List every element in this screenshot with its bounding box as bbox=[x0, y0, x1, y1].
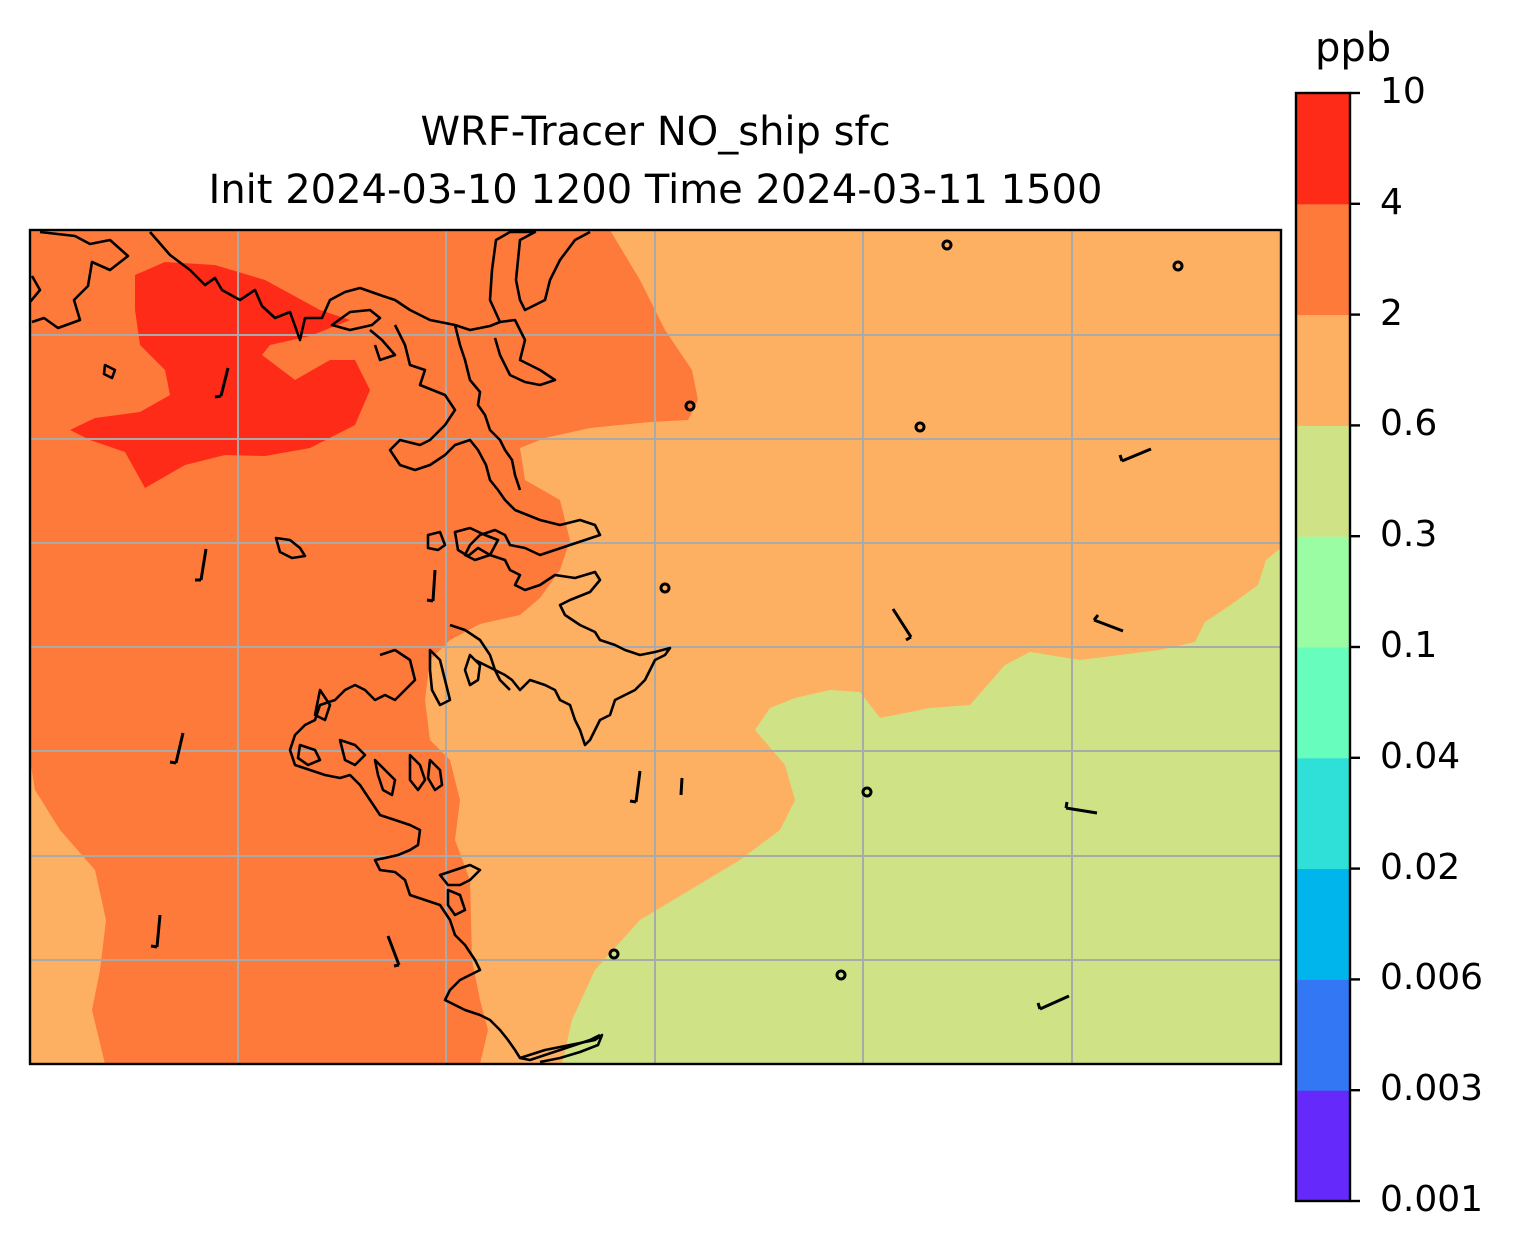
colorbar-segment bbox=[1296, 536, 1350, 648]
colorbar-tick-label: 0.006 bbox=[1380, 957, 1484, 999]
colorbar-segment bbox=[1296, 1090, 1350, 1202]
barb bbox=[426, 569, 437, 603]
barb bbox=[891, 608, 913, 642]
calm-circle bbox=[835, 969, 847, 981]
calm-circle bbox=[941, 239, 953, 251]
barb bbox=[1118, 447, 1152, 463]
colorbar-tick-label: 0.003 bbox=[1380, 1068, 1484, 1110]
barb bbox=[386, 935, 401, 968]
wind-barbs bbox=[150, 239, 1184, 1011]
barb bbox=[150, 914, 162, 949]
colorbar-tick-label: 0.04 bbox=[1380, 735, 1461, 777]
colorbar-segment bbox=[1296, 425, 1350, 537]
gridlines bbox=[30, 230, 1281, 1064]
colorbar-segment bbox=[1296, 647, 1350, 759]
colorbar-tick-label: 0.3 bbox=[1380, 514, 1438, 556]
coastline bbox=[30, 230, 672, 1064]
calm-circle bbox=[861, 786, 873, 798]
colorbar-tick-label: 4 bbox=[1380, 181, 1403, 223]
barb bbox=[195, 548, 208, 582]
contour-4-10 bbox=[70, 262, 370, 488]
colorbar-segment bbox=[1296, 868, 1350, 980]
calm-circle bbox=[914, 421, 926, 433]
barb bbox=[1036, 994, 1070, 1011]
colorbar-segment bbox=[1296, 979, 1350, 1091]
barb bbox=[1064, 801, 1098, 815]
colorbar-unit-label: ppb bbox=[1315, 25, 1392, 71]
barb bbox=[679, 777, 684, 796]
colorbar bbox=[1294, 91, 1360, 1203]
calm-circle bbox=[659, 582, 671, 594]
barb bbox=[214, 367, 230, 399]
calm-circle bbox=[684, 400, 696, 412]
colorbar-tick-label: 0.02 bbox=[1380, 846, 1461, 888]
contour-0.3-0.6 bbox=[562, 548, 1281, 1064]
barb bbox=[629, 770, 642, 804]
colorbar-tick-label: 2 bbox=[1380, 292, 1403, 334]
colorbar-tick-label: 0.001 bbox=[1380, 1179, 1484, 1220]
colorbar-segment bbox=[1296, 757, 1350, 870]
colorbar-segment bbox=[1296, 314, 1350, 426]
calm-circle bbox=[1172, 260, 1184, 272]
colorbar-tick-label: 0.1 bbox=[1380, 625, 1438, 666]
map-title-line2: Init 2024-03-10 1200 Time 2024-03-11 150… bbox=[208, 167, 1103, 213]
colorbar-tick-label: 0.6 bbox=[1380, 403, 1438, 445]
colorbar-segment bbox=[1296, 203, 1350, 316]
barb bbox=[169, 732, 185, 765]
map-frame bbox=[28, 228, 1283, 1066]
barb bbox=[1092, 614, 1124, 633]
colorbar-tick-label: 10 bbox=[1380, 71, 1426, 112]
colorbar-segment bbox=[1296, 93, 1350, 205]
calm-circle bbox=[608, 948, 620, 960]
map-title-line1: WRF-Tracer NO_ship sfc bbox=[420, 109, 891, 155]
